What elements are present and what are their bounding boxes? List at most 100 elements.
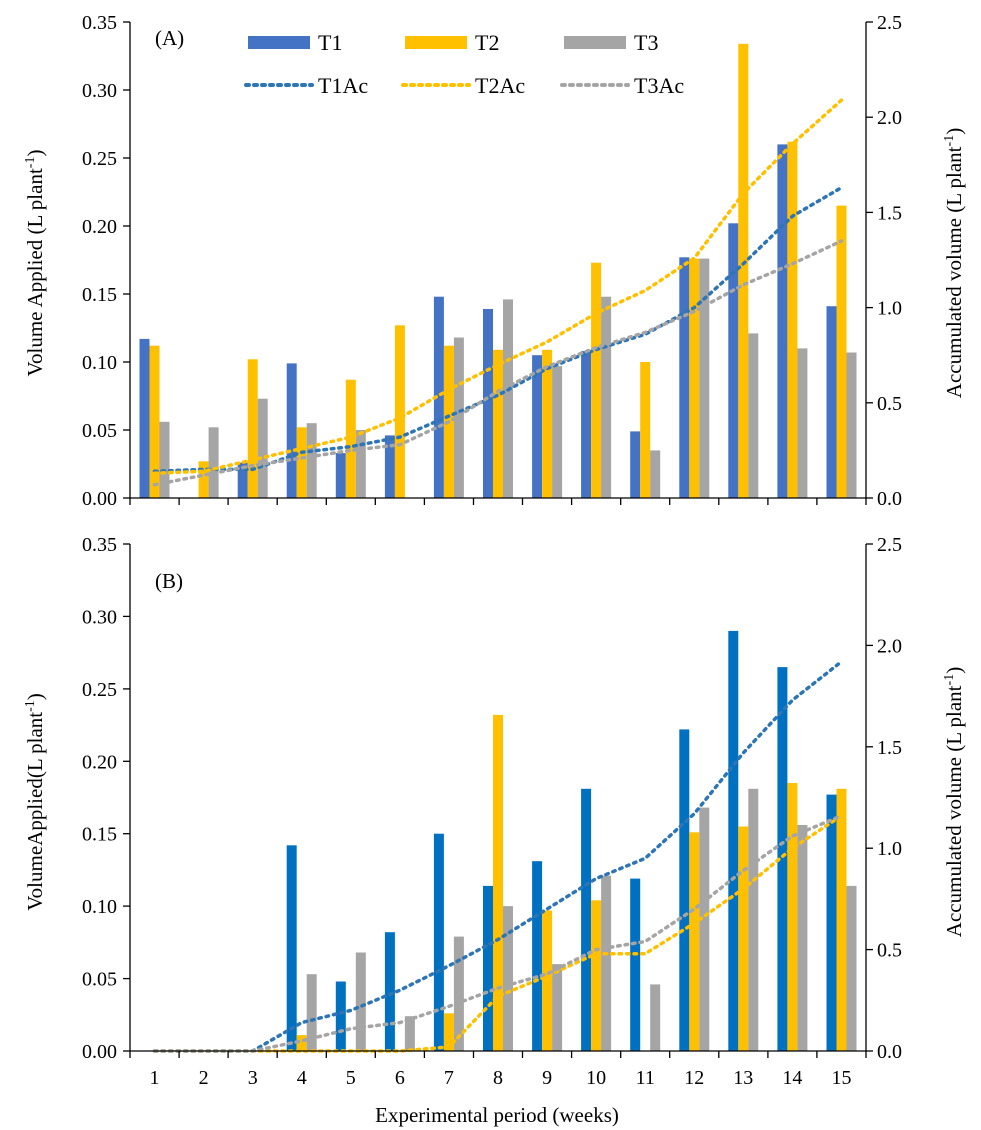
panel-b-bar-t1-week-7	[433, 833, 444, 1051]
panel-b-bar-t3-week-4	[306, 974, 317, 1051]
panel-b-bar-t3-week-10	[601, 875, 612, 1051]
panel-b-left-tick-label: 0.05	[82, 969, 117, 991]
panel-a-bar-t2-week-15	[836, 205, 847, 498]
panel-a-right-axis-title: Accumulated volume (L plant-1)	[942, 128, 966, 398]
legend: T1 T2 T3 T1Ac T2Ac T3Ac	[244, 30, 684, 98]
panel-a-right-tick-label: 0.5	[877, 393, 902, 415]
panel-b-x-tick-label: 4	[297, 1067, 307, 1089]
panel-b-bar-t2-week-13	[738, 826, 749, 1051]
panel-a-left-tick-label: 0.15	[82, 284, 117, 306]
panel-b-x-tick-label: 13	[733, 1067, 753, 1089]
panel-a-bar-t2-week-1	[149, 345, 160, 498]
panel-a-line-t2ac	[152, 98, 844, 475]
legend-swatch-t1	[248, 36, 310, 49]
panel-a-bar-t3-week-15	[846, 352, 857, 498]
panel-b-bar-t2-week-15	[836, 788, 847, 1051]
legend-label-t2: T2	[475, 30, 499, 55]
panel-b-left-tick-label: 0.10	[82, 896, 117, 918]
panel-a-bar-t1-week-3	[237, 462, 248, 498]
panel-b-left-ticks: 0.00 0.05 0.10 0.15 0.20 0.25 0.30 0.35	[82, 534, 130, 1063]
panel-b-bar-t1-week-6	[384, 932, 395, 1051]
panel-a-bar-t1-week-10	[581, 351, 592, 498]
panel-b-x-tick-label: 6	[395, 1067, 405, 1089]
panel-b-bar-t1-week-12	[679, 729, 690, 1051]
panel-b-bar-t2-week-4	[296, 1035, 307, 1051]
panel-a-bar-t1-week-15	[826, 306, 837, 498]
panel-a-bar-t1-week-9	[532, 355, 543, 498]
panel-b-bar-t2-week-7	[443, 1013, 454, 1051]
panel-b-bar-t2-week-14	[787, 783, 798, 1051]
panel-a-bar-t1-week-5	[335, 453, 346, 498]
panel-b-bar-t1-week-14	[777, 667, 788, 1051]
panel-a-left-ticks: 0.00 0.05 0.10 0.15 0.20 0.25 0.30 0.35	[82, 12, 130, 510]
panel-b-x-tick-label: 15	[832, 1067, 852, 1089]
panel-b-bar-t1-week-10	[581, 788, 592, 1051]
panel-a-right-tick-label: 0.0	[877, 488, 902, 510]
panel-b-right-axis-title: Accumulated volume (L plant-1)	[942, 667, 966, 937]
panel-a-bar-t2-week-13	[738, 43, 749, 499]
panel-b-bar-t2-week-10	[591, 900, 602, 1051]
panel-b-left-tick-label: 0.20	[82, 751, 117, 773]
panel-b-bar-t3-week-6	[404, 1016, 415, 1051]
panel-a-bar-t3-week-2	[208, 427, 219, 498]
panel-a-left-tick-label: 0.00	[82, 488, 117, 510]
legend-label-t3ac: T3Ac	[634, 73, 684, 98]
panel-a-bar-t1-week-11	[630, 431, 641, 498]
panel-b-x-tick-label: 10	[586, 1067, 606, 1089]
panel-b-left-tick-label: 0.00	[82, 1041, 117, 1063]
panel-a-bar-t3-week-7	[453, 337, 464, 498]
panel-b-left-tick-label: 0.35	[82, 534, 117, 556]
panel-a-bar-t1-week-6	[384, 435, 395, 498]
panel-a-bar-t3-week-5	[355, 430, 366, 498]
panel-b-bar-t2-week-12	[689, 832, 700, 1051]
panel-a-bar-t3-week-13	[748, 333, 759, 498]
panel-a-left-tick-label: 0.30	[82, 80, 117, 102]
panel-a-left-tick-label: 0.10	[82, 352, 117, 374]
panel-a-bar-t2-week-4	[296, 427, 307, 498]
panel-b-x-tick-label: 2	[199, 1067, 209, 1089]
panel-a-right-tick-label: 1.0	[877, 298, 902, 320]
panel-a-left-tick-label: 0.20	[82, 216, 117, 238]
panel-b-right-tick-label: 0.0	[877, 1041, 902, 1063]
legend-label-t3: T3	[634, 30, 658, 55]
panel-b-bar-t3-week-7	[453, 936, 464, 1051]
panel-a-accumulated-lines	[152, 98, 844, 487]
panel-a-bar-t3-week-14	[797, 348, 808, 498]
panel-b-line-t1ac	[152, 659, 844, 1053]
panel-a-right-ticks: 0.0 0.5 1.0 1.5 2.0 2.5	[866, 12, 902, 510]
legend-swatch-t2	[405, 36, 467, 49]
panel-b-bar-t3-week-12	[699, 807, 710, 1051]
panel-b-bar-t2-week-8	[493, 714, 503, 1051]
legend-swatch-t3	[564, 36, 626, 49]
panel-b-right-tick-label: 2.0	[877, 635, 902, 657]
panel-a-bar-t3-week-1	[159, 421, 170, 498]
panel-b-x-tick-label: 9	[542, 1067, 552, 1089]
panel-a-bar-t3-week-8	[503, 299, 513, 498]
legend-label-t2ac: T2Ac	[475, 73, 525, 98]
panel-b-left-tick-label: 0.30	[82, 606, 117, 628]
panel-b-x-tick-label: 14	[782, 1067, 802, 1089]
panel-b-bar-t1-week-9	[532, 861, 543, 1051]
panel-a-bar-t3-week-12	[699, 258, 710, 498]
panel-b-bar-t1-week-15	[826, 794, 837, 1051]
panel-b-left-tick-label: 0.15	[82, 824, 117, 846]
panel-a-right-tick-label: 2.0	[877, 107, 902, 129]
panel-b-right-tick-label: 2.5	[877, 534, 902, 556]
panel-b-right-ticks: 0.0 0.5 1.0 1.5 2.0 2.5	[866, 534, 902, 1063]
panel-a-left-tick-label: 0.35	[82, 12, 117, 34]
panel-a-bar-t1-week-13	[728, 223, 739, 499]
panel-a-bar-t2-week-11	[640, 362, 651, 498]
panel-a-bar-t1-week-4	[286, 363, 297, 498]
panel-b-bars	[286, 630, 857, 1051]
panel-b-bar-t3-week-5	[355, 952, 366, 1051]
panel-b-x-tick-label: 8	[493, 1067, 503, 1089]
panel-b-right-tick-label: 1.0	[877, 838, 902, 860]
x-axis-title: Experimental period (weeks)	[375, 1103, 619, 1127]
panel-a-right-tick-label: 2.5	[877, 12, 902, 34]
panel-a-bar-t1-week-1	[139, 338, 150, 498]
panel-b-bar-t3-week-15	[846, 885, 857, 1051]
panel-b: 0.00 0.05 0.10 0.15 0.20 0.25 0.30 0.35 0.0 0.5 1…	[23, 534, 966, 1089]
panel-a-bar-t3-week-11	[650, 450, 661, 498]
panel-b-x-tick-label: 1	[150, 1067, 160, 1089]
